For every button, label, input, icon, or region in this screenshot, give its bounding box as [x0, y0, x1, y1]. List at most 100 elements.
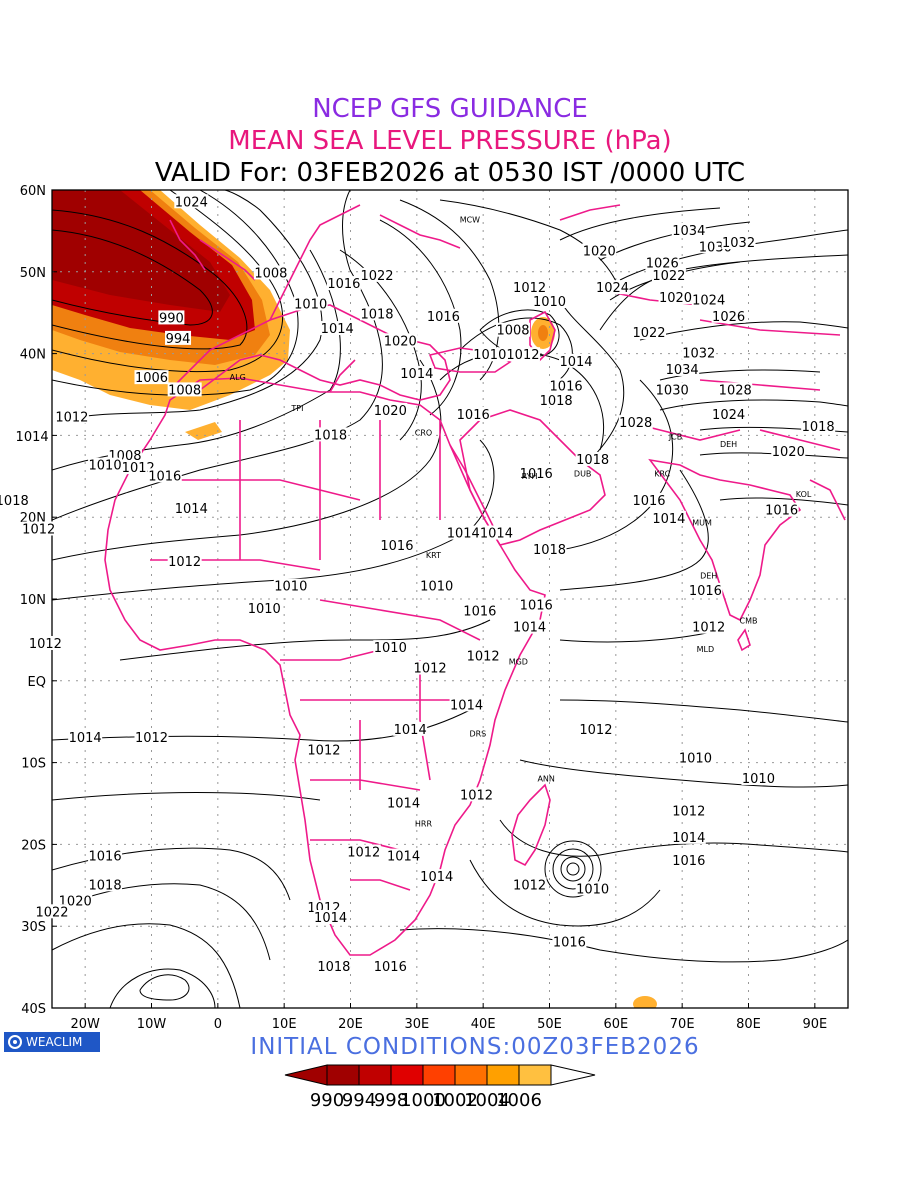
- longitude-labels: 20W 10W 0 10E 20E 30E 40E 50E 60E 70E 80E 90E: [70, 1003, 827, 1032]
- lon-label: 20E: [338, 1017, 363, 1032]
- contour-label-bg: [575, 451, 610, 466]
- contour-label: 1016: [520, 599, 553, 614]
- city-label: DUB: [574, 469, 592, 478]
- contour-labels: 1024100810161022101810141010101610201012…: [0, 194, 836, 975]
- contour-label: 1018: [360, 307, 393, 322]
- logo-circle-icon: [8, 1035, 22, 1049]
- contour-label: 990: [159, 311, 184, 326]
- contour-label: 1014: [652, 512, 685, 527]
- city-label: ALG: [230, 373, 246, 382]
- lon-label: 30E: [404, 1017, 429, 1032]
- lat-label: 40S: [21, 1002, 46, 1017]
- contour-label: 1010: [473, 348, 506, 363]
- contour-label-bg: [678, 750, 713, 765]
- contour-label: 1020: [659, 291, 692, 306]
- title-model: NCEP GFS GUIDANCE: [312, 94, 588, 124]
- contour-label-bg: [764, 502, 799, 517]
- contour-label-bg: [35, 904, 69, 919]
- contour-label: 1020: [583, 244, 616, 259]
- contour-label: 1010: [742, 772, 775, 787]
- lon-label: 70E: [670, 1017, 695, 1032]
- contour-label-bg: [496, 322, 531, 337]
- contour-label-bg: [456, 406, 491, 421]
- city-label: MLD: [697, 645, 715, 654]
- contour-label: 1018: [533, 543, 566, 558]
- colorbar-label: 990: [310, 1090, 344, 1111]
- lat-label: 20S: [21, 838, 46, 853]
- contour-label-bg: [532, 294, 567, 309]
- contour-label: 1006: [135, 371, 168, 386]
- contour-label: 1016: [632, 494, 665, 509]
- city-label: DEH: [700, 572, 717, 581]
- contour-label: 1012: [579, 723, 612, 738]
- contour-label-bg: [559, 353, 594, 368]
- contour-label-bg: [88, 848, 123, 863]
- contour-label: 1016: [374, 960, 407, 975]
- contour-label: 1008: [168, 383, 201, 398]
- city-label: CRO: [415, 428, 432, 437]
- lon-label: 90E: [802, 1017, 827, 1032]
- contour-label-bg: [167, 554, 202, 569]
- contour-label: 1016: [765, 504, 798, 519]
- contour-label: 1016: [520, 467, 553, 482]
- contour-label-bg: [346, 844, 381, 859]
- contour-label-bg: [688, 582, 723, 597]
- contour-label: 1016: [672, 854, 705, 869]
- contour-label-bg: [413, 660, 448, 675]
- contour-label-bg: [645, 255, 680, 270]
- contour-label-bg: [167, 382, 202, 397]
- contour-label-bg: [691, 292, 726, 307]
- lat-label: 10N: [20, 593, 46, 608]
- contour-label-bg: [466, 648, 501, 663]
- contour-label-bg: [320, 321, 355, 336]
- contour-label: 1012: [692, 621, 725, 636]
- contour-label: 1010: [679, 752, 712, 767]
- city-label: MCW: [460, 216, 480, 225]
- city-label: CMB: [740, 617, 758, 626]
- city-label: RYH: [522, 472, 538, 481]
- contour-label: 1016: [427, 310, 460, 325]
- contour-label: 1012: [307, 743, 340, 758]
- colorbar-label: 1006: [496, 1090, 542, 1111]
- title-valid-time: VALID For: 03FEB2026 at 0530 IST /0000 U…: [154, 158, 746, 188]
- contour-label-bg: [512, 619, 547, 634]
- weaclim-logo: WEACLIM: [4, 1032, 100, 1052]
- contour-label-bg: [419, 578, 454, 593]
- contour-label: 1028: [619, 416, 652, 431]
- contour-label-bg: [721, 235, 756, 250]
- contour-label-bg: [121, 460, 156, 475]
- contour-label-bg: [306, 742, 341, 757]
- contour-label-bg: [399, 366, 434, 381]
- colorbar-label: 1000: [400, 1090, 446, 1111]
- contour-label-bg: [582, 243, 617, 258]
- colorbar-label: 994: [342, 1090, 376, 1111]
- contour-label: 1016: [380, 539, 413, 554]
- contour-label: 1024: [175, 195, 208, 210]
- contour-label: 1012: [122, 461, 155, 476]
- contour-label: 1022: [360, 269, 393, 284]
- contour-label: 1020: [772, 445, 805, 460]
- contour-label-bg: [313, 910, 348, 925]
- colorbar-swatch: [326, 1064, 360, 1086]
- city-label: DRS: [469, 729, 486, 738]
- contour-label-bg: [718, 382, 753, 397]
- contour-label-bg: [671, 829, 706, 844]
- contour-label: 1014: [175, 502, 208, 517]
- contour-label: 1010: [89, 459, 122, 474]
- contour-label-bg: [293, 296, 328, 311]
- contour-label: 1014: [69, 731, 102, 746]
- contour-label-bg: [253, 265, 288, 280]
- contour-label-bg: [741, 770, 776, 785]
- contour-label-bg: [512, 877, 547, 892]
- contour-label: 1014: [394, 723, 427, 738]
- contour-label: 1016: [327, 277, 360, 292]
- contour-label-bg: [326, 276, 361, 291]
- colorbar-label: 998: [374, 1090, 408, 1111]
- lat-label: 40N: [20, 348, 46, 363]
- contour-label: 1016: [89, 850, 122, 865]
- lon-label: 0: [214, 1017, 222, 1032]
- contour-label: 1028: [719, 383, 752, 398]
- contour-label: 1018: [802, 420, 835, 435]
- contour-label-bg: [711, 406, 746, 421]
